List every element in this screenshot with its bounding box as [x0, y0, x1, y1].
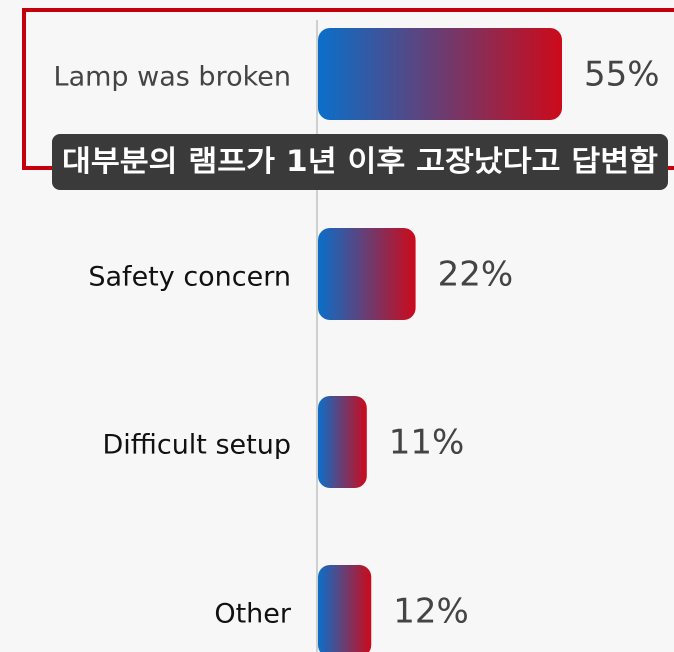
value-label: 11%	[389, 423, 465, 463]
bar	[318, 396, 367, 488]
value-label: 12%	[393, 592, 469, 632]
value-label: 55%	[584, 55, 660, 95]
category-label: Safety concern	[88, 262, 291, 293]
value-label: 22%	[438, 255, 514, 295]
category-label: Other	[214, 599, 292, 630]
caption: 대부분의 램프가 1년 이후 고장났다고 답변함	[62, 144, 658, 178]
bar	[318, 228, 416, 320]
caption-background	[52, 134, 668, 190]
bar	[318, 28, 562, 120]
category-label: Lamp was broken	[54, 62, 291, 93]
category-label: Difficult setup	[102, 430, 291, 461]
bar	[318, 565, 372, 652]
